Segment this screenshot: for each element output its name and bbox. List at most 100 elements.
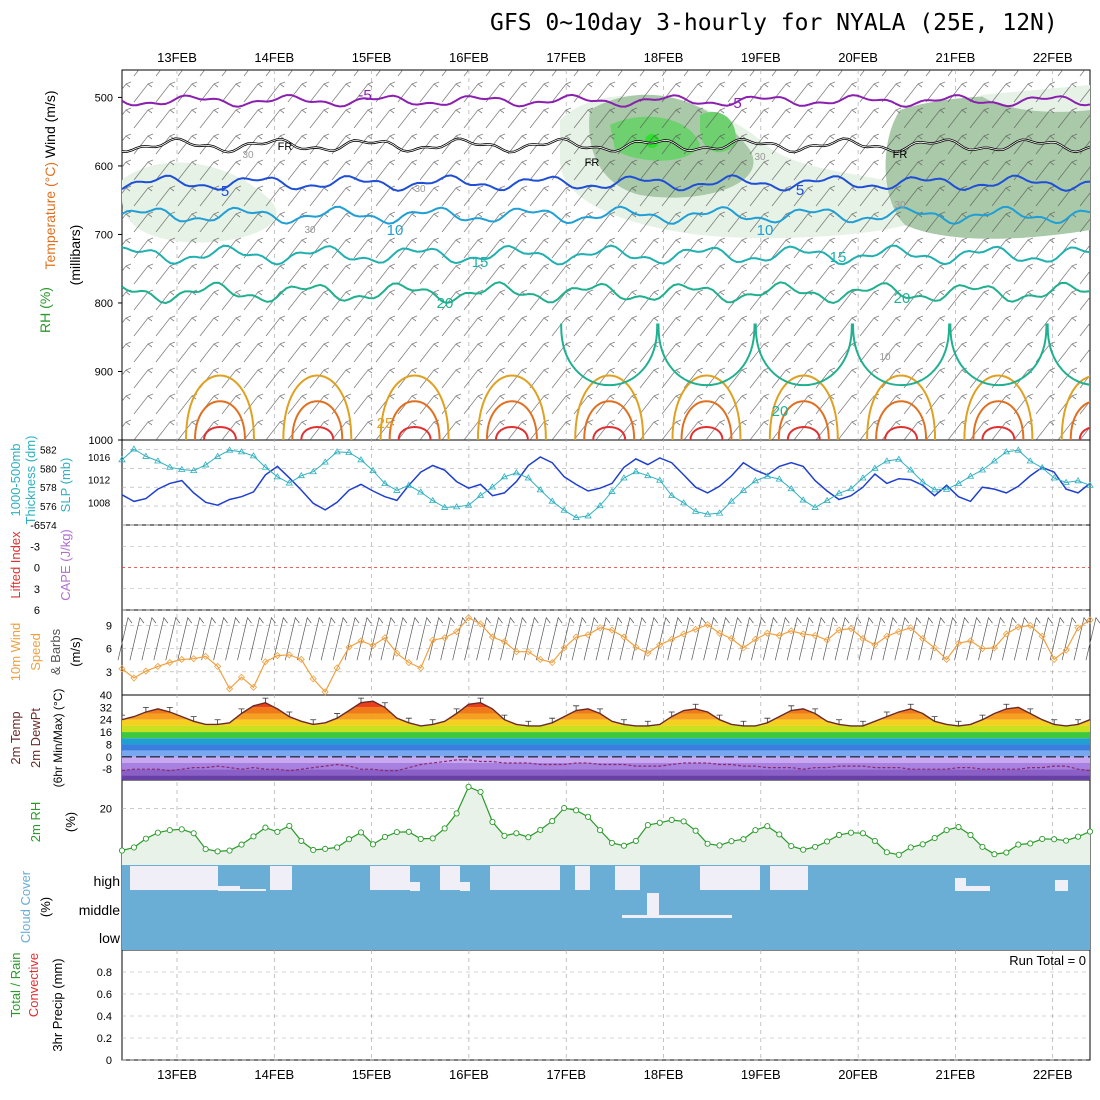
slp-point [632, 467, 640, 475]
temp-contour [949, 323, 1048, 386]
run-total-label: Run Total = 0 [1009, 953, 1086, 968]
slp-point [476, 491, 485, 498]
wind-speed-point [978, 645, 987, 653]
rh-fill [122, 786, 1090, 865]
wind-barb [308, 616, 324, 661]
wind-barb [739, 616, 754, 661]
temp-band [122, 756, 1090, 763]
cloud-clear-high [1055, 880, 1068, 891]
warm-contour [1060, 375, 1090, 440]
temp-band [122, 738, 1090, 745]
upper-air-panel [122, 70, 1090, 440]
cloud-clear-high [240, 889, 266, 891]
y-axis-title: (%) [63, 812, 78, 832]
rh2m-panel: 20 [100, 783, 1094, 865]
wind-speed-point [1038, 632, 1046, 640]
wind-barb [822, 616, 838, 661]
slp-point [178, 465, 186, 472]
y-axis-title-text: Convective [26, 953, 41, 1017]
wind-barb [273, 616, 288, 661]
cape-lifted-panel: -6 -3 0 3 6 [30, 520, 1090, 617]
rh-point [453, 810, 460, 817]
warm-contour [494, 426, 529, 440]
y-axis-title-part: Temperature (°C) [42, 158, 58, 269]
wind-barb [500, 616, 515, 661]
temp-tick-label: 24 [100, 715, 112, 727]
temp-tick-label: 40 [100, 690, 112, 702]
y-axis-title-text: Temperature (°C) Wind (m/s) [42, 90, 58, 269]
wind-frame [121, 609, 1091, 696]
rh-point [1051, 836, 1058, 843]
rh-point [1063, 837, 1070, 844]
warm-contour [786, 426, 821, 440]
temp-minmax-bar [692, 703, 699, 709]
slp-point [679, 499, 688, 506]
temp-minmax-bar [1051, 719, 1058, 725]
wind-speed-point [345, 643, 353, 651]
temp-contour [122, 174, 1090, 192]
y-axis-title-part: Total / Rain [8, 952, 23, 1017]
wind-barb [464, 616, 479, 661]
rh-point [214, 848, 221, 855]
slp-point [464, 501, 473, 508]
thk-frame [121, 439, 1091, 526]
slp-point [739, 486, 748, 493]
wind-speed-point [333, 664, 341, 672]
temp-fill-group [122, 697, 1090, 780]
wind-speed-point [1074, 624, 1082, 632]
slp-point [727, 497, 736, 504]
rh-point [608, 839, 616, 846]
cloud-clear-high [955, 878, 966, 891]
cloud-level-label: high [94, 873, 120, 889]
y-axis-title: 3hr Precip (mm) [50, 958, 65, 1051]
rh-point [489, 818, 496, 825]
wind-speed-point [500, 638, 508, 646]
temp-minmax-bar [190, 716, 197, 722]
temp-tick-label: 32 [100, 702, 112, 714]
warm-contour [185, 374, 255, 440]
pressure-tick-label: 1000 [89, 435, 113, 447]
wind-barb [512, 616, 527, 661]
wind-barb [1013, 616, 1029, 661]
warm-contour [972, 400, 1025, 440]
y-axis-title: (%) [38, 897, 53, 917]
wind-barb [380, 616, 396, 661]
slp-point [978, 466, 987, 473]
wind-speed-point [130, 674, 138, 682]
contour-label: FR [893, 149, 908, 161]
slp-point [703, 510, 712, 517]
slp-point [1050, 474, 1058, 481]
rh-point [250, 833, 257, 840]
rh-point [704, 840, 711, 847]
temp-minmax-bar [812, 708, 819, 714]
wind-barb [225, 616, 240, 661]
wind-speed-point [321, 688, 329, 696]
y-axis-title-text: (millibars) [67, 225, 83, 286]
slp-point [130, 445, 138, 452]
rh-point [907, 844, 914, 851]
wind-barb [141, 616, 157, 661]
wind-barb [834, 616, 850, 661]
contour-label: 15 [472, 254, 489, 271]
y-axis-title-part: CAPE (J/kg) [58, 529, 73, 601]
slp-point [572, 513, 580, 521]
temp-minmax-bar [573, 705, 580, 711]
wind-barb [571, 616, 587, 661]
temp-minmax-bar [955, 720, 962, 726]
y-axis-title-part: (%) [63, 812, 78, 832]
wind-barb [296, 616, 312, 661]
cloud-clear-high [440, 866, 460, 890]
contour-label: 15 [830, 249, 847, 266]
wind-barb [523, 616, 539, 661]
rh-point [764, 823, 771, 830]
thickness-tick-label: 574 [40, 521, 57, 532]
wind-speed-point [441, 634, 449, 642]
rh-line [121, 786, 1091, 856]
rh-point [1003, 849, 1010, 856]
rh-point [752, 827, 759, 834]
wind-barbs [122, 70, 1090, 440]
wind-barb [201, 616, 216, 661]
slp-point [237, 448, 246, 455]
wind-speed-point [799, 630, 807, 638]
y-axis-title-part: Cloud Cover [18, 870, 33, 943]
